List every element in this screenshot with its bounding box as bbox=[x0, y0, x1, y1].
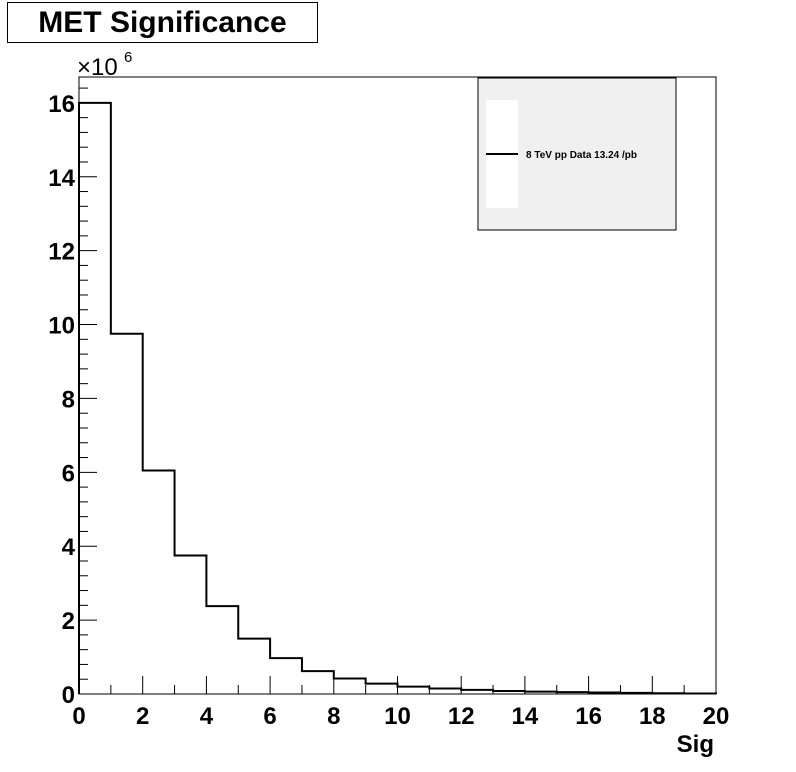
x-tick-label: 6 bbox=[263, 703, 276, 730]
x-tick-label: 20 bbox=[703, 703, 730, 730]
y-tick-label: 10 bbox=[48, 313, 75, 340]
y-tick-label: 14 bbox=[48, 165, 75, 192]
histogram-series-line bbox=[78, 101, 717, 695]
chart-title-box: MET Significance bbox=[7, 2, 318, 43]
x-tick-label: 0 bbox=[72, 703, 85, 730]
y-tick-label: 4 bbox=[62, 534, 76, 561]
y-tick-label: 6 bbox=[62, 460, 75, 487]
y-tick-label: 8 bbox=[62, 386, 75, 413]
y-tick-label: 16 bbox=[48, 91, 75, 118]
x-tick-label: 10 bbox=[384, 703, 411, 730]
x-tick-label: 18 bbox=[639, 703, 666, 730]
y-multiplier-exponent: 6 bbox=[124, 49, 132, 66]
legend-entry-label: 8 TeV pp Data 13.24 /pb bbox=[526, 150, 637, 161]
x-tick-label: 12 bbox=[448, 703, 475, 730]
x-tick-label: 14 bbox=[512, 703, 539, 730]
x-tick-label: 16 bbox=[575, 703, 602, 730]
chart-title: MET Significance bbox=[38, 5, 287, 39]
y-tick-label: 0 bbox=[62, 682, 75, 709]
y-tick-label: 2 bbox=[62, 608, 75, 635]
x-tick-label: 4 bbox=[200, 703, 214, 730]
y-tick-label: 12 bbox=[48, 239, 75, 266]
y-multiplier-label: ×10 bbox=[77, 54, 118, 81]
x-tick-label: 8 bbox=[327, 703, 340, 730]
x-tick-label: 2 bbox=[136, 703, 149, 730]
x-axis-title: Sig bbox=[677, 731, 714, 758]
